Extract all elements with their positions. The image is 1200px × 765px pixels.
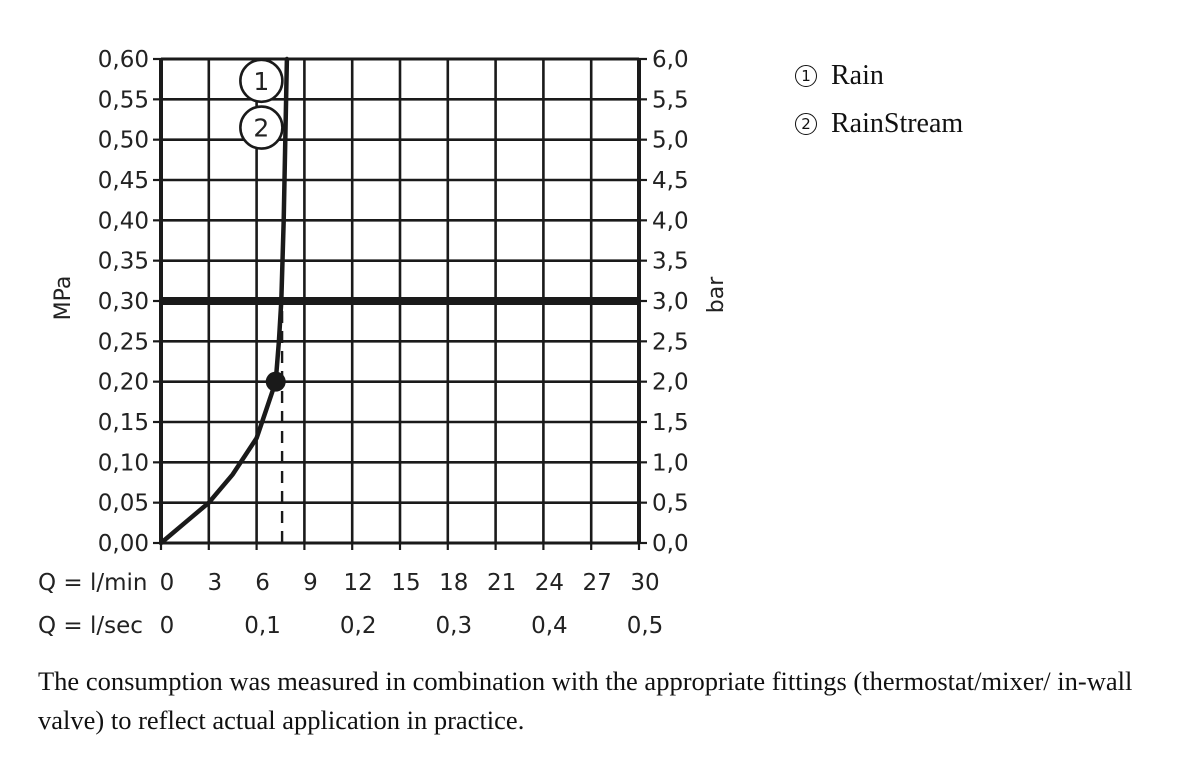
- y-tick-label-right: 4,5: [652, 168, 689, 194]
- legend-item-rainstream: 2 RainStream: [795, 100, 963, 148]
- y-tick-label-right: 3,0: [652, 289, 689, 315]
- y-tick-label-right: 5,5: [652, 87, 689, 113]
- flow-curve: [158, 56, 290, 546]
- y-tick-label-left: 0,50: [98, 128, 149, 154]
- x-tick-label-lmin: 0: [160, 570, 175, 596]
- y-tick-label-left: 0,20: [98, 370, 149, 396]
- y-tick-label-right: 0,0: [652, 531, 689, 557]
- curve-label-number: 2: [253, 114, 269, 143]
- y-tick-label-right: 2,0: [652, 370, 689, 396]
- x-axis-label-lsec: Q = l/sec: [38, 613, 143, 639]
- y-tick-label-left: 0,55: [98, 87, 149, 113]
- y-axis-right-ticks: 0,0 0,5 1,0 1,5 2,0 2,5 3,0 3,5 4,0 4,5 5,0 5,5 6,0: [639, 47, 689, 557]
- y-tick-label-right: 1,0: [652, 450, 689, 476]
- y-axis-left-ticks: 0,00 0,05 0,10 0,15 0,20 0,25 0,30 0,35 0,40 0,45…: [98, 47, 161, 557]
- legend-label: Rain: [831, 60, 884, 91]
- operating-point-marker: [265, 371, 286, 392]
- y-tick-label-right: 0,5: [652, 491, 689, 517]
- y-tick-label-left: 0,00: [98, 531, 149, 557]
- y-tick-label-right: 3,5: [652, 249, 689, 275]
- y-axis-right-label: bar: [704, 276, 729, 313]
- y-axis-left-label: MPa: [51, 276, 76, 321]
- x-axis-label-lmin: Q = l/min: [38, 570, 148, 596]
- footnote-text: The consumption was measured in combinat…: [38, 666, 1133, 735]
- legend-number-badge: 2: [795, 113, 817, 135]
- x-tick-label-lmin: 21: [487, 570, 516, 596]
- x-tick-label-lmin: 6: [255, 570, 270, 596]
- y-tick-label-right: 5,0: [652, 128, 689, 154]
- y-tick-label-left: 0,35: [98, 249, 149, 275]
- x-tick-label-lmin: 30: [630, 570, 659, 596]
- x-tick-label-lmin: 27: [583, 570, 612, 596]
- x-tick-label-lsec: 0,1: [244, 613, 281, 639]
- curve-label-circle: [239, 58, 284, 104]
- chart-series: 12: [158, 56, 639, 546]
- legend-label: RainStream: [831, 108, 964, 139]
- y-tick-label-right: 2,5: [652, 329, 689, 355]
- x-tick-label-lsec: 0,5: [627, 613, 664, 639]
- x-tick-label-lmin: 18: [439, 570, 468, 596]
- y-tick-label-right: 1,5: [652, 410, 689, 436]
- legend-number-badge: 1: [795, 65, 817, 87]
- y-tick-label-left: 0,25: [98, 329, 149, 355]
- y-tick-label-left: 0,40: [98, 208, 149, 234]
- y-tick-label-left: 0,45: [98, 168, 149, 194]
- x-tick-label-lmin: 3: [207, 570, 222, 596]
- y-tick-label-right: 6,0: [652, 47, 689, 73]
- curve-label-circle: [239, 105, 284, 150]
- y-tick-label-left: 0,05: [98, 491, 149, 517]
- x-tick-label-lmin: 12: [344, 570, 373, 596]
- curve-label-number: 1: [253, 67, 269, 96]
- y-tick-label-left: 0,60: [98, 47, 149, 73]
- y-tick-label-left: 0,15: [98, 410, 149, 436]
- x-tick-label-lsec: 0,2: [340, 613, 377, 639]
- x-axis-rows: Q = l/min 0 3 6 9 12 15 18 21 24 27 30 Q = l/sec 0 0,1…: [38, 570, 663, 639]
- y-tick-label-left: 0,30: [98, 289, 149, 315]
- y-tick-label-right: 4,0: [652, 208, 689, 234]
- x-tick-label-lsec: 0,4: [531, 613, 568, 639]
- chart-legend: 1 Rain 2 RainStream: [795, 52, 963, 148]
- x-tick-label-lmin: 9: [303, 570, 318, 596]
- x-tick-label-lmin: 15: [391, 570, 420, 596]
- x-tick-label-lsec: 0: [160, 613, 175, 639]
- x-tick-label-lsec: 0,3: [436, 613, 473, 639]
- x-tick-label-lmin: 24: [535, 570, 564, 596]
- legend-item-rain: 1 Rain: [795, 52, 963, 100]
- y-tick-label-left: 0,10: [98, 450, 149, 476]
